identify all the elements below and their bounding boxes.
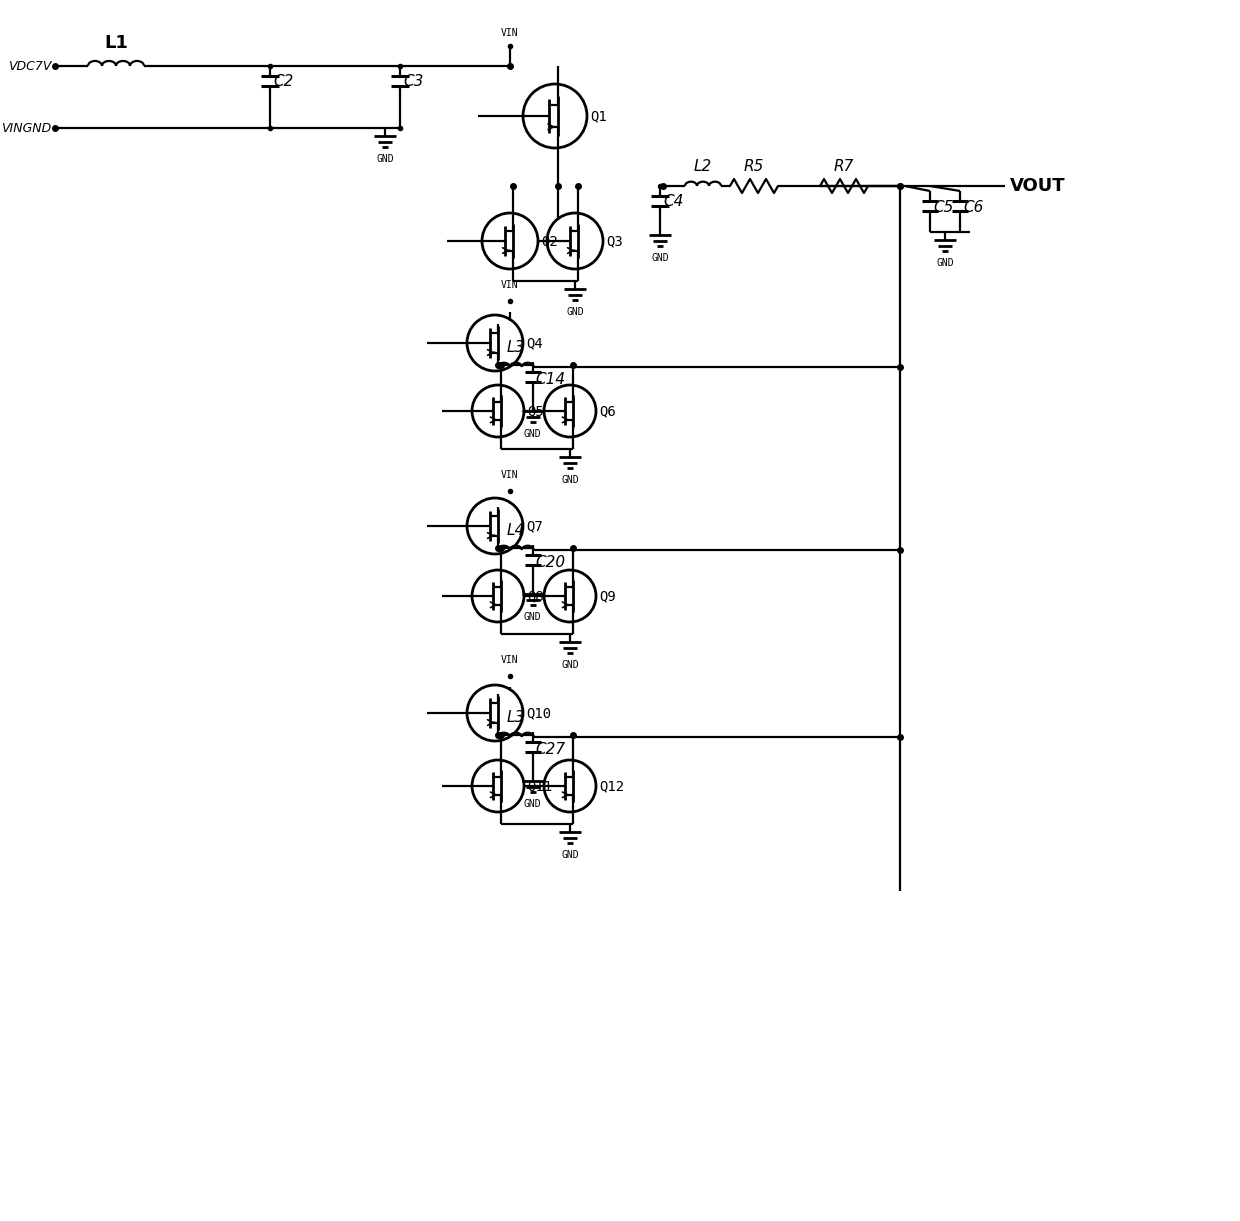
Text: GND: GND xyxy=(936,258,954,267)
Text: GND: GND xyxy=(651,253,668,263)
Text: Q6: Q6 xyxy=(599,404,616,418)
Text: GND: GND xyxy=(525,429,542,440)
Text: Q9: Q9 xyxy=(599,589,616,603)
Text: Q4: Q4 xyxy=(526,336,543,350)
Text: Q7: Q7 xyxy=(526,519,543,534)
Text: L3: L3 xyxy=(507,711,525,725)
Text: L3: L3 xyxy=(507,339,525,355)
Text: C5: C5 xyxy=(932,199,954,215)
Text: VIN: VIN xyxy=(501,28,518,38)
Text: Q8: Q8 xyxy=(527,589,544,603)
Text: GND: GND xyxy=(376,154,394,164)
Text: C27: C27 xyxy=(536,741,565,757)
Text: C4: C4 xyxy=(663,194,683,210)
Text: C20: C20 xyxy=(536,554,565,569)
Text: L1: L1 xyxy=(104,34,128,53)
Text: Q5: Q5 xyxy=(527,404,544,418)
Text: R7: R7 xyxy=(833,159,854,175)
Text: GND: GND xyxy=(562,475,579,485)
Text: GND: GND xyxy=(525,612,542,621)
Text: Q3: Q3 xyxy=(606,234,622,248)
Text: VIN: VIN xyxy=(501,654,518,665)
Text: GND: GND xyxy=(567,306,584,317)
Text: GND: GND xyxy=(525,799,542,810)
Text: VIN: VIN xyxy=(501,470,518,480)
Text: VOUT: VOUT xyxy=(1011,177,1065,195)
Text: C3: C3 xyxy=(403,74,423,89)
Text: Q2: Q2 xyxy=(541,234,558,248)
Text: GND: GND xyxy=(562,661,579,670)
Text: VDC7V: VDC7V xyxy=(7,60,51,72)
Text: GND: GND xyxy=(562,850,579,860)
Text: C6: C6 xyxy=(963,199,983,215)
Text: Q1: Q1 xyxy=(590,109,606,123)
Text: C14: C14 xyxy=(536,371,565,387)
Text: L4: L4 xyxy=(507,523,525,538)
Text: R5: R5 xyxy=(744,159,764,175)
Text: L2: L2 xyxy=(694,159,712,175)
Text: Q11: Q11 xyxy=(527,779,552,792)
Text: VINGND: VINGND xyxy=(1,122,51,134)
Text: C2: C2 xyxy=(273,74,294,89)
Text: VIN: VIN xyxy=(501,280,518,291)
Text: Q10: Q10 xyxy=(526,706,551,720)
Text: Q12: Q12 xyxy=(599,779,624,792)
